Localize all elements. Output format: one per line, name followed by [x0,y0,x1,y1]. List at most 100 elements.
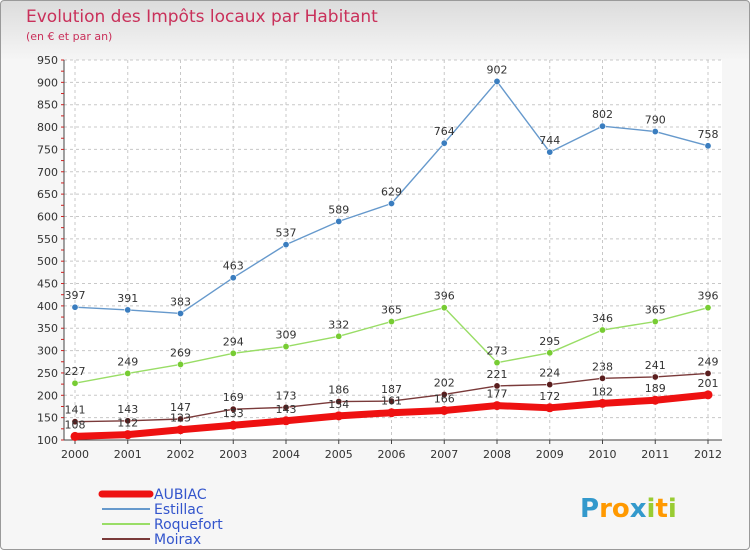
x-tick-label: 2003 [219,448,247,461]
point-estillac [177,309,185,317]
point-roquefort [598,326,606,334]
data-label-aubiac: 161 [381,395,402,408]
x-tick-label: 2008 [483,448,511,461]
data-label-roquefort: 295 [539,335,560,348]
point-estillac [124,306,132,314]
x-tick-label: 2012 [694,448,722,461]
data-label-moirax: 147 [170,401,191,414]
point-aubiac [703,390,713,400]
data-label-moirax: 186 [328,384,349,397]
point-moirax [124,417,132,425]
point-aubiac [281,416,291,426]
data-label-roquefort: 249 [117,355,138,368]
data-label-moirax: 173 [276,389,297,402]
logo-letter: x [630,494,647,524]
data-label-aubiac: 133 [223,407,244,420]
point-estillac [546,148,554,156]
data-label-roquefort: 332 [328,318,349,331]
y-tick-label: 950 [37,54,58,67]
point-estillac [71,303,79,311]
data-label-estillac: 802 [592,108,613,121]
y-tick-label: 400 [37,300,58,313]
point-estillac [229,274,237,282]
proxiti-logo: Proxiti [580,494,677,524]
x-tick-label: 2006 [378,448,406,461]
data-label-estillac: 902 [487,63,508,76]
data-label-estillac: 764 [434,125,455,138]
point-aubiac [387,408,396,418]
data-label-moirax: 221 [487,368,508,381]
point-aubiac [598,398,607,408]
point-roquefort [651,318,659,326]
axes: 100 150 200 250 300 350 400 450 500 550 600 650 700 7… [37,54,722,461]
point-estillac [440,139,448,147]
y-tick-label: 350 [37,322,58,335]
legend-label: Roquefort [154,517,223,533]
data-label-estillac: 537 [276,227,297,240]
point-aubiac [123,430,133,440]
point-moirax [335,398,343,406]
data-label-roquefort: 346 [592,312,613,325]
y-tick-label: 550 [37,233,58,246]
point-aubiac [650,395,660,405]
data-label-roquefort: 227 [65,365,86,378]
point-roquefort [704,304,712,312]
data-label-moirax: 143 [117,403,138,416]
y-tick-label: 450 [37,278,58,291]
point-moirax [651,373,659,381]
data-label-moirax: 169 [223,391,244,404]
legend-label: AUBIAC [154,487,207,503]
y-tick-label: 700 [37,166,58,179]
data-label-roquefort: 309 [276,329,297,342]
point-estillac [598,122,606,130]
chart-title: Evolution des Impôts locaux par Habitant [26,7,378,27]
data-label-aubiac: 154 [328,398,349,411]
y-tick-label: 650 [37,188,58,201]
data-label-estillac: 790 [645,114,666,127]
point-roquefort [71,379,79,387]
point-moirax [387,397,395,405]
data-label-roquefort: 294 [223,335,244,348]
data-label-aubiac: 123 [170,412,191,425]
data-label-moirax: 249 [698,355,719,368]
point-moirax [546,381,554,389]
data-label-roquefort: 396 [434,290,455,303]
logo-letter: P [580,494,599,524]
data-label-aubiac: 112 [117,417,138,430]
data-label-estillac: 589 [328,203,349,216]
logo-letter: i [647,494,656,524]
point-roquefort [282,343,290,351]
data-label-aubiac: 177 [487,388,508,401]
data-label-aubiac: 182 [592,385,613,398]
y-tick-label: 250 [37,367,58,380]
data-label-roquefort: 365 [645,304,666,317]
point-moirax [71,418,79,426]
y-tick-label: 850 [37,99,58,112]
data-label-roquefort: 365 [381,304,402,317]
point-moirax [704,369,712,377]
legend-label: Estillac [154,502,204,518]
point-estillac [651,128,659,136]
x-tick-label: 2009 [536,448,564,461]
point-roquefort [440,304,448,312]
data-label-aubiac: 201 [698,377,719,390]
data-label-roquefort: 273 [487,345,508,358]
point-estillac [282,241,290,249]
data-label-estillac: 758 [698,128,719,141]
point-estillac [704,142,712,150]
y-tick-label: 100 [37,434,58,447]
y-tick-label: 150 [37,412,58,425]
point-moirax [282,403,290,411]
point-estillac [387,200,395,208]
data-label-roquefort: 269 [170,346,191,359]
data-label-aubiac: 189 [645,382,666,395]
x-tick-label: 2010 [589,448,617,461]
point-moirax [229,405,237,413]
point-aubiac [228,420,238,430]
data-label-moirax: 202 [434,376,455,389]
x-tick-label: 2004 [272,448,300,461]
y-tick-label: 750 [37,143,58,156]
logo-text: Proxiti [580,494,677,524]
data-label-aubiac: 108 [65,418,86,431]
